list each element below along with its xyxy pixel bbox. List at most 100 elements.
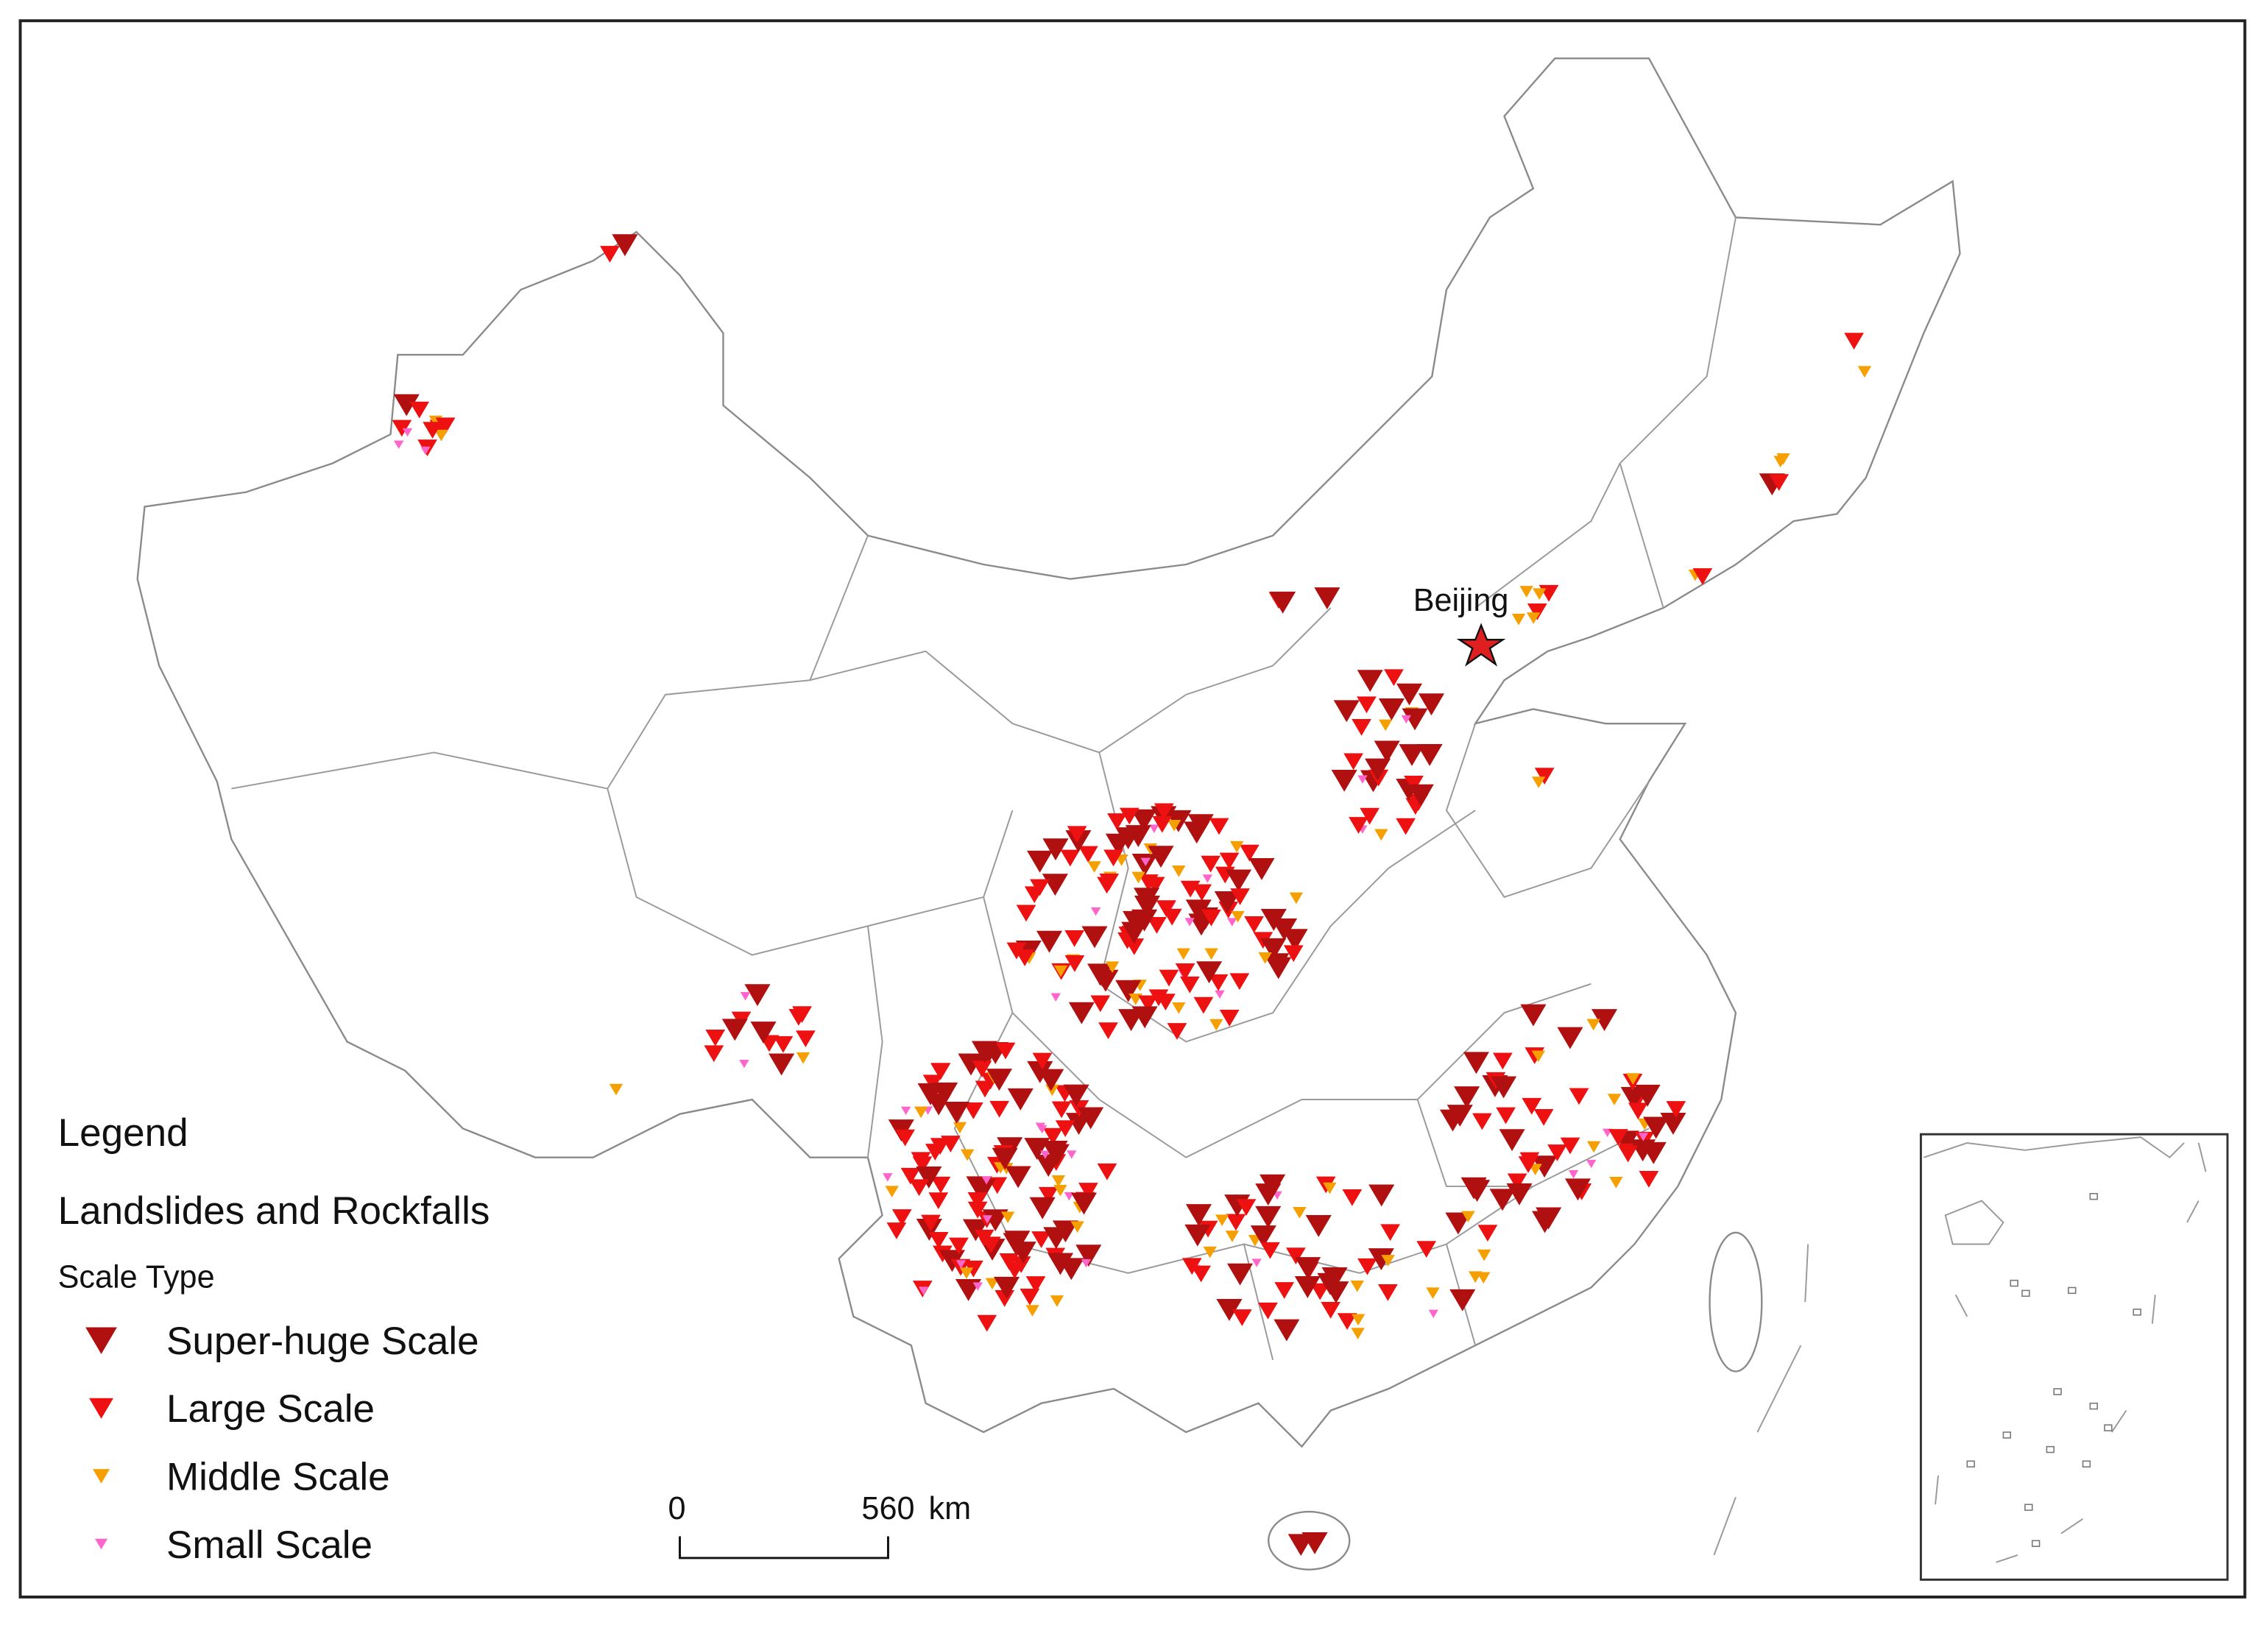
hazard-marker	[1229, 840, 1244, 853]
hazard-marker	[1274, 1282, 1295, 1299]
hazard-marker	[995, 1042, 1016, 1060]
province-boundary	[1474, 217, 1737, 609]
hazard-marker	[1628, 1102, 1648, 1120]
hazard-marker	[1105, 961, 1120, 973]
hazard-marker	[932, 1082, 958, 1105]
legend-symbol	[89, 1398, 113, 1419]
hazard-marker	[1196, 961, 1223, 984]
hazard-marker	[891, 1209, 912, 1226]
hazard-marker	[1078, 846, 1098, 863]
hazard-marker	[1844, 333, 1864, 350]
hazard-marker	[1070, 1192, 1098, 1215]
hazard-marker	[886, 1222, 907, 1239]
hazard-marker	[1260, 909, 1287, 931]
hazard-marker	[1533, 1108, 1554, 1126]
hazard-marker	[1226, 1263, 1254, 1286]
hazard-marker	[1608, 1129, 1628, 1146]
hazard-marker	[1005, 1166, 1031, 1189]
hazard-marker	[1152, 815, 1173, 833]
hazard-marker	[1226, 869, 1252, 892]
hazard-marker	[986, 1069, 1012, 1091]
province-boundaries	[231, 217, 1737, 1360]
hazard-marker	[1384, 669, 1404, 687]
hazard-marker	[989, 1100, 1010, 1118]
hazard-marker	[1121, 921, 1148, 944]
hazard-marker	[1025, 1276, 1046, 1293]
hazard-marker	[1360, 807, 1380, 825]
hazard-marker	[1489, 1189, 1516, 1211]
hazard-marker	[1087, 861, 1101, 873]
hazard-marker	[1692, 568, 1713, 585]
hazard-marker	[1639, 1170, 1659, 1188]
hazard-marker	[1506, 1183, 1533, 1206]
hazard-marker	[900, 1106, 911, 1115]
hazard-marker	[1006, 942, 1027, 960]
scale-unit: km	[928, 1491, 971, 1526]
province-boundary	[231, 535, 869, 790]
hazard-marker	[1314, 587, 1340, 609]
hazard-marker	[1499, 1129, 1525, 1152]
hazard-marker	[1294, 1275, 1321, 1298]
hazard-marker	[1396, 818, 1416, 835]
legend-label: Super-huge Scale	[166, 1320, 479, 1363]
hazard-marker	[1115, 980, 1142, 1002]
hazard-marker	[1260, 938, 1287, 960]
hazard-marker	[1181, 1258, 1202, 1275]
hazard-marker	[1024, 1138, 1050, 1160]
hazard-marker	[943, 1101, 970, 1124]
hazard-marker	[1564, 1178, 1592, 1201]
legend: Legend Landslides and Rockfalls Scale Ty…	[58, 1111, 490, 1567]
hazard-marker	[1416, 1241, 1437, 1258]
hazard-marker	[928, 1192, 949, 1210]
hazard-marker	[1179, 976, 1200, 994]
hazard-marker	[1532, 1211, 1558, 1233]
hazard-marker	[1090, 995, 1111, 1013]
city-label: Beijing	[1413, 583, 1509, 618]
legend-symbol	[93, 1469, 110, 1484]
hazard-marker	[1067, 826, 1087, 843]
hazard-marker	[1282, 929, 1308, 952]
hazard-marker	[1477, 1249, 1491, 1261]
hazard-marker	[1531, 1050, 1546, 1063]
hazard-marker	[1255, 1206, 1282, 1228]
hazard-marker	[992, 1147, 1018, 1170]
hazard-marker	[1032, 1052, 1053, 1070]
hazard-marker	[1769, 474, 1790, 492]
hazard-marker	[1528, 1164, 1542, 1175]
sea-dashes	[1713, 1244, 1809, 1556]
hazard-marker	[1172, 1002, 1186, 1014]
hazard-marker	[1000, 1211, 1015, 1223]
hazard-marker	[1042, 838, 1069, 861]
legend-symbol	[85, 1327, 117, 1354]
hazard-marker	[1609, 1177, 1623, 1189]
hazard-marker	[1050, 993, 1061, 1002]
hazard-marker	[600, 246, 620, 263]
legend-label: Middle Scale	[166, 1456, 390, 1499]
hazard-marker	[1176, 948, 1190, 960]
hazard-marker	[1586, 1159, 1597, 1169]
hazard-marker	[1461, 1211, 1475, 1223]
hazard-marker	[1626, 1073, 1640, 1085]
hazard-marker	[1060, 849, 1081, 867]
hazard-marker	[930, 1063, 951, 1080]
hazard-marker	[1285, 1247, 1306, 1264]
hazard-marker	[1005, 1261, 1025, 1279]
hazard-marker	[914, 1106, 928, 1119]
hazard-marker	[1231, 910, 1245, 923]
hazard-marker	[773, 1035, 794, 1053]
hazard-marker	[1260, 1174, 1286, 1197]
hazard-marker	[1569, 1088, 1589, 1105]
hazard-marker	[721, 1019, 748, 1041]
hazard-marker	[949, 1237, 969, 1255]
hazard-marker	[1050, 1295, 1064, 1307]
hazard-marker	[1092, 969, 1119, 992]
hazard-marker	[420, 446, 431, 456]
hazard-marker	[1203, 1246, 1217, 1258]
inset-frame	[1919, 1133, 2229, 1581]
hazard-marker	[1258, 952, 1272, 964]
scale-end: 560	[861, 1491, 914, 1526]
hazard-marker	[744, 984, 771, 1007]
hazard-marker	[1378, 698, 1405, 721]
hazard-marker	[977, 1314, 997, 1332]
hazard-marker	[423, 422, 442, 439]
